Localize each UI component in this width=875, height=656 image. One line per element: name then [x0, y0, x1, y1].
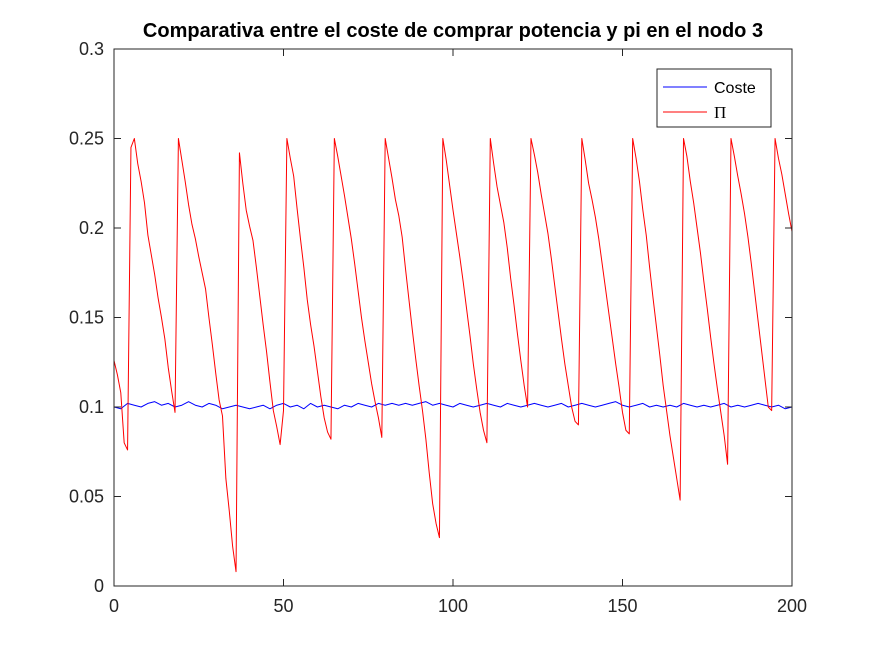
y-tick-label: 0.3 [79, 39, 104, 59]
x-tick-label: 50 [273, 596, 293, 616]
y-tick-label: 0.25 [69, 129, 104, 149]
axes-background [114, 49, 792, 586]
chart-title: Comparativa entre el coste de comprar po… [143, 20, 763, 42]
legend-box [656, 68, 772, 128]
x-tick-label: 100 [438, 596, 468, 616]
y-tick-label: 0.1 [79, 397, 104, 417]
x-tick-label: 0 [109, 596, 119, 616]
y-tick-label: 0.15 [69, 308, 104, 328]
legend: Coste Π [656, 68, 772, 128]
x-tick-label: 150 [607, 596, 637, 616]
y-tick-label: 0.2 [79, 218, 104, 238]
y-tick-label: 0 [94, 576, 104, 596]
axes-frame [113, 48, 793, 587]
x-tick-label: 200 [777, 596, 807, 616]
legend-label-coste: Coste [714, 80, 756, 97]
series-line-coste [114, 401, 792, 410]
series-line-pi [114, 138, 792, 573]
y-tick-label: 0.05 [69, 487, 104, 507]
legend-label-pi: Π [714, 103, 726, 122]
